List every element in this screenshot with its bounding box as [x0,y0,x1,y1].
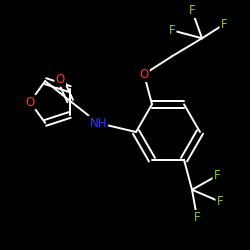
Text: F: F [221,18,227,31]
Text: F: F [189,4,195,17]
Text: F: F [194,211,200,224]
Text: O: O [26,96,35,108]
Text: F: F [217,195,223,208]
Text: F: F [169,24,175,37]
Text: O: O [140,68,148,81]
Text: NH: NH [90,116,107,130]
Text: F: F [214,169,220,182]
Text: O: O [56,72,65,86]
